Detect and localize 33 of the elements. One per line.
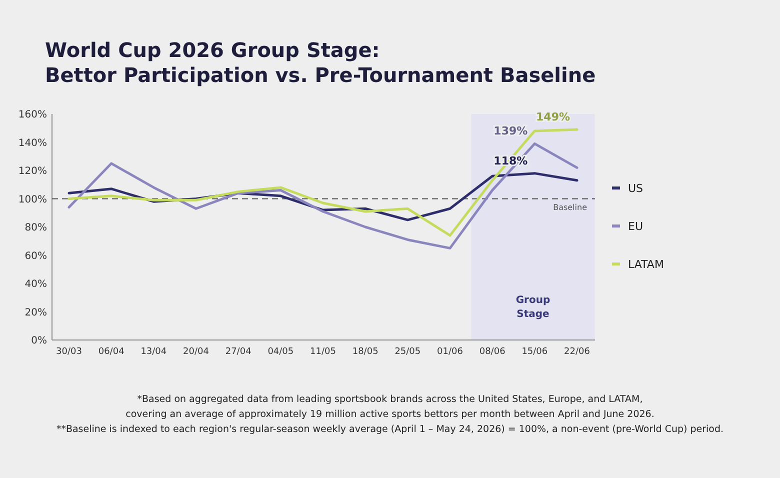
x-tick-label: 06/04 [98,347,125,357]
x-tick-label: 11/05 [310,347,336,357]
y-tick-label: 100% [18,194,47,206]
x-tick-label: 13/04 [140,347,167,357]
y-tick-label: 60% [24,250,47,262]
y-tick-label: 120% [18,166,47,177]
y-tick-label: 80% [24,222,47,234]
x-tick-label: 22/06 [564,347,590,357]
x-tick-label: 01/06 [437,347,464,357]
text: *Based on aggregated data from leading sportsbook brands across the United States, Europe, and LATAM, [137,394,643,405]
band-label: Group Stage [516,295,550,320]
y-tick-label: 20% [24,307,47,318]
data-label: 149% [536,110,570,124]
x-tick-label: 04/05 [268,347,294,357]
text: **Baseline is indexed to each region's regular-season weekly average (April 1 – May 24, 2026) = 100%, a non-event (pre-World Cup) period. [56,424,724,435]
x-tick-label: 27/04 [225,347,252,357]
chart-title: World Cup 2026 Group Stage: Bettor Participation vs. Pre-Tournament Baseline [45,38,596,87]
x-tick-label: 20/04 [183,347,210,357]
y-tick-label: 40% [24,279,47,290]
y-tick-label: 140% [18,138,47,149]
legend-label: US [628,182,644,195]
ref-line-label: Baseline [553,202,588,212]
data-label: 139% [494,124,528,138]
y-tick-label: 160% [18,110,47,120]
x-tick-label: 15/06 [522,347,548,357]
y-tick-label: 0% [31,336,47,346]
legend-label: EU [628,220,644,233]
x-tick-label: 25/05 [394,347,421,357]
x-tick-label: 08/06 [479,347,506,357]
x-tick-label: 30/03 [56,347,82,357]
legend-label: LATAM [628,258,664,271]
text: covering an average of approximately 19 million active sports bettors per month between April and June 2026. [126,409,654,420]
x-tick-label: 18/05 [352,347,378,357]
